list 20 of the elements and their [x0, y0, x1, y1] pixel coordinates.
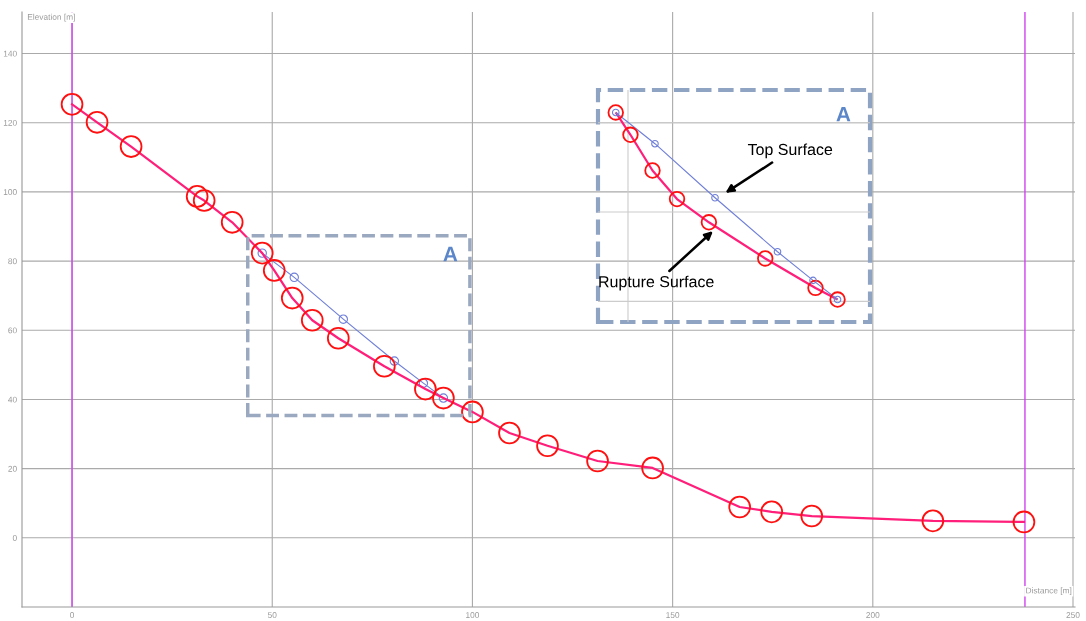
annotation: Top Surface	[747, 143, 833, 159]
x-tick-label: 250	[1066, 612, 1080, 618]
x-tick-label: 0	[70, 612, 75, 618]
y-tick-label: 20	[8, 465, 17, 472]
y-axis-title: Elevation [m]	[27, 13, 75, 22]
y-tick-label: 140	[3, 50, 17, 57]
y-tick-label: 60	[8, 327, 17, 334]
y-tick-label: 100	[3, 189, 17, 195]
x-tick-label: 150	[666, 612, 680, 618]
x-tick-label: 200	[866, 612, 880, 618]
x-tick-label: 50	[267, 612, 277, 618]
y-tick-label: 40	[8, 396, 17, 403]
y-tick-label: 120	[3, 119, 17, 126]
annotation: Rupture Surface	[599, 275, 714, 291]
annotation: A	[443, 246, 458, 262]
x-tick-label: 100	[466, 612, 480, 618]
annotation: A	[836, 107, 851, 122]
y-tick-label: 80	[8, 258, 17, 265]
x-axis-title: Distance [m]	[1026, 587, 1072, 596]
y-tick-label: 0	[12, 535, 17, 541]
